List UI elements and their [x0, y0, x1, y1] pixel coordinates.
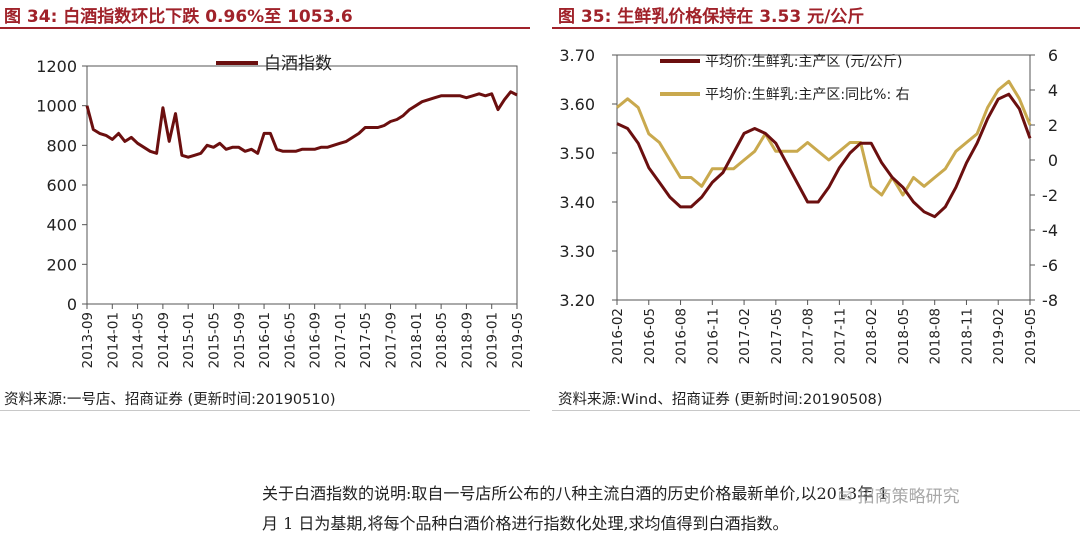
series-line-yoy	[616, 79, 1032, 197]
legend-label-yoy: 平均价:生鲜乳:主产区:同比%: 右	[705, 87, 910, 103]
x-tick-label: 2016-09	[308, 312, 324, 368]
x-tick-label: 2014-09	[156, 312, 172, 368]
y-tick-label: 3.30	[559, 242, 595, 261]
left-source-rule	[0, 410, 530, 411]
right-source: 资料来源:Wind、招商证券 (更新时间:20190508)	[558, 392, 883, 408]
x-tick-label: 2017-05	[358, 312, 374, 368]
y-tick-label: 3.20	[559, 291, 595, 310]
plot-frame	[86, 65, 518, 305]
baijiu-index-chart: 0 200 400 600 800 1000 1200 2013-09 2014-01 2014…	[36, 54, 526, 368]
y-tick-label: 1000	[36, 97, 77, 116]
x-tick-label: 2018-11	[959, 308, 975, 364]
y-axis-right: -8 -6 -4 -2 0 2 4 6	[1030, 46, 1058, 310]
x-tick-label: 2017-02	[737, 308, 753, 364]
series-line-baijiu-index	[85, 90, 518, 159]
x-tick-label: 2018-05	[896, 308, 912, 364]
left-title-rule	[0, 27, 530, 29]
x-tick-label: 2019-05	[510, 312, 526, 368]
x-tick-label: 2018-09	[459, 312, 475, 368]
y2-tick-label: -2	[1042, 186, 1058, 205]
x-tick-label: 2018-05	[434, 312, 450, 368]
y-tick-label: 3.70	[559, 46, 595, 65]
x-tick-label: 2016-05	[282, 312, 298, 368]
y-tick-label: 3.60	[559, 95, 595, 114]
y-tick-label: 400	[46, 216, 77, 235]
plot-frame	[616, 54, 1031, 301]
x-tick-label: 2015-05	[206, 312, 222, 368]
legend-label: 白酒指数	[264, 54, 332, 74]
x-tick-label: 2016-02	[610, 308, 626, 364]
left-source: 资料来源:一号店、招商证券 (更新时间:20190510)	[4, 392, 336, 408]
right-source-rule	[552, 410, 1080, 411]
x-tick-label: 2016-01	[257, 312, 273, 368]
y-tick-label: 600	[46, 176, 77, 195]
x-tick-label: 2015-01	[181, 312, 197, 368]
x-tick-label: 2017-05	[769, 308, 785, 364]
y2-tick-label: -8	[1042, 291, 1058, 310]
x-tick-label: 2018-08	[928, 308, 944, 364]
right-title-rule	[552, 27, 1080, 29]
x-tick-label: 2014-05	[131, 312, 147, 368]
x-tick-label: 2017-08	[801, 308, 817, 364]
x-tick-label: 2019-02	[991, 308, 1007, 364]
y-tick-label: 200	[46, 255, 77, 274]
y2-tick-label: 6	[1048, 46, 1058, 65]
note-line-1: 关于白酒指数的说明:取自一号店所公布的八种主流白酒的历史价格最新单价,以2013…	[262, 484, 889, 503]
y-tick-label: 1200	[36, 57, 77, 76]
wechat-icon: ✉	[838, 487, 853, 507]
series-line-price	[616, 92, 1032, 219]
y-axis-left: 3.20 3.30 3.40 3.50 3.60 3.70	[559, 46, 617, 310]
x-tick-label: 2014-01	[105, 312, 121, 368]
y2-tick-label: 4	[1048, 81, 1058, 100]
y2-tick-label: 0	[1048, 151, 1058, 170]
y2-tick-label: -4	[1042, 221, 1058, 240]
x-tick-label: 2017-11	[832, 308, 848, 364]
y-tick-label: 3.50	[559, 144, 595, 163]
y2-tick-label: 2	[1048, 116, 1058, 135]
raw-milk-price-chart: 3.20 3.30 3.40 3.50 3.60 3.70 -8 -6 -4 -2 0 2 4 6 20…	[559, 46, 1058, 364]
x-tick-label: 2017-01	[333, 312, 349, 368]
watermark: ✉ 招商策略研究	[838, 482, 960, 507]
y-tick-label: 800	[46, 136, 77, 155]
x-tick-label: 2015-09	[232, 312, 248, 368]
x-tick-label: 2017-09	[384, 312, 400, 368]
x-tick-label: 2019-01	[485, 312, 501, 368]
right-figure-title: 图 35: 生鲜乳价格保持在 3.53 元/公斤	[558, 7, 865, 27]
legend: 白酒指数	[216, 54, 332, 74]
y-tick-label: 0	[67, 295, 77, 314]
x-tick-label: 2013-09	[80, 312, 96, 368]
x-axis: 2013-09 2014-01 2014-05 2014-09 2015-01 2015-…	[80, 304, 526, 368]
x-tick-label: 2016-11	[705, 308, 721, 364]
x-tick-label: 2016-08	[674, 308, 690, 364]
x-tick-label: 2016-05	[642, 308, 658, 364]
y-axis: 0 200 400 600 800 1000 1200	[36, 57, 87, 314]
left-figure-title: 图 34: 白酒指数环比下跌 0.96%至 1053.6	[4, 7, 353, 27]
y2-tick-label: -6	[1042, 256, 1058, 275]
x-tick-label: 2018-01	[409, 312, 425, 368]
legend: 平均价:生鲜乳:主产区 (元/公斤) 平均价:生鲜乳:主产区:同比%: 右	[660, 54, 910, 103]
x-tick-label: 2018-02	[864, 308, 880, 364]
note-line-2: 月 1 日为基期,将每个品种白酒价格进行指数化处理,求均值得到白酒指数。	[262, 514, 789, 533]
y-tick-label: 3.40	[559, 193, 595, 212]
x-tick-label: 2019-05	[1023, 308, 1039, 364]
watermark-text: 招商策略研究	[857, 487, 960, 507]
legend-label-price: 平均价:生鲜乳:主产区 (元/公斤)	[705, 54, 903, 70]
x-axis: 2016-02 2016-05 2016-08 2016-11 2017-02 2017-…	[610, 300, 1039, 364]
